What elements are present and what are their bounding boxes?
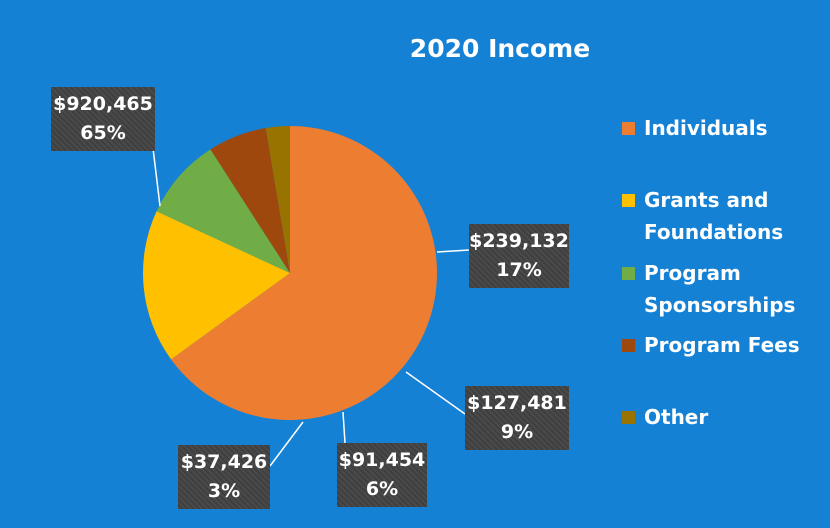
data-label-individuals: $920,465 65% <box>51 87 155 151</box>
legend-label: Program Sponsorships <box>644 261 796 317</box>
pie-slice-grants-and-foundations <box>142 211 290 360</box>
legend-swatch-grants-and-foundations <box>622 194 635 207</box>
data-label-program-fees: $91,454 6% <box>337 443 427 507</box>
legend-label: Other <box>644 405 709 429</box>
data-label-grants-and-foundations: $239,132 17% <box>469 224 569 288</box>
data-label-percent: 9% <box>500 421 534 443</box>
pie-slice-other <box>265 126 290 273</box>
pie-slice-program-sponsorships <box>156 149 290 273</box>
data-label-percent: 3% <box>207 480 241 502</box>
pie-slice-program-fees <box>210 128 290 273</box>
leader-lines <box>151 139 470 467</box>
data-label-program-sponsorships: $127,481 9% <box>465 386 569 450</box>
data-label-value: $127,481 <box>467 392 567 414</box>
legend-swatch-program-fees <box>622 339 635 352</box>
legend-swatch-other <box>622 411 635 424</box>
leader-line-other <box>269 421 304 467</box>
chart-title: 2020 Income <box>409 34 591 63</box>
leader-line-program-fees <box>342 411 346 444</box>
legend-item-grants-and-foundations: Grants and Foundations <box>622 184 824 248</box>
legend-swatch-individuals <box>622 122 635 135</box>
legend-item-other: Other <box>622 401 824 433</box>
legend-item-individuals: Individuals <box>622 112 824 144</box>
data-label-percent: 65% <box>80 122 126 144</box>
leader-line-individuals <box>151 139 161 207</box>
leader-line-grants-and-foundations <box>436 249 470 253</box>
pie-slice-individuals <box>171 126 437 420</box>
legend-label: Grants and Foundations <box>644 188 784 244</box>
legend-item-program-fees: Program Fees <box>622 329 824 361</box>
leader-line-program-sponsorships <box>405 371 466 415</box>
data-label-value: $920,465 <box>53 93 153 115</box>
data-label-percent: 6% <box>365 478 399 500</box>
data-label-percent: 17% <box>496 259 542 281</box>
data-label-value: $239,132 <box>469 230 569 252</box>
data-label-value: $37,426 <box>180 451 268 473</box>
legend-item-program-sponsorships: Program Sponsorships <box>622 257 824 321</box>
pie-slices <box>142 126 437 420</box>
data-label-value: $91,454 <box>338 449 426 471</box>
legend-label: Program Fees <box>644 333 800 357</box>
data-label-other: $37,426 3% <box>178 445 270 509</box>
legend-swatch-program-sponsorships <box>622 267 635 280</box>
legend-label: Individuals <box>644 116 768 140</box>
